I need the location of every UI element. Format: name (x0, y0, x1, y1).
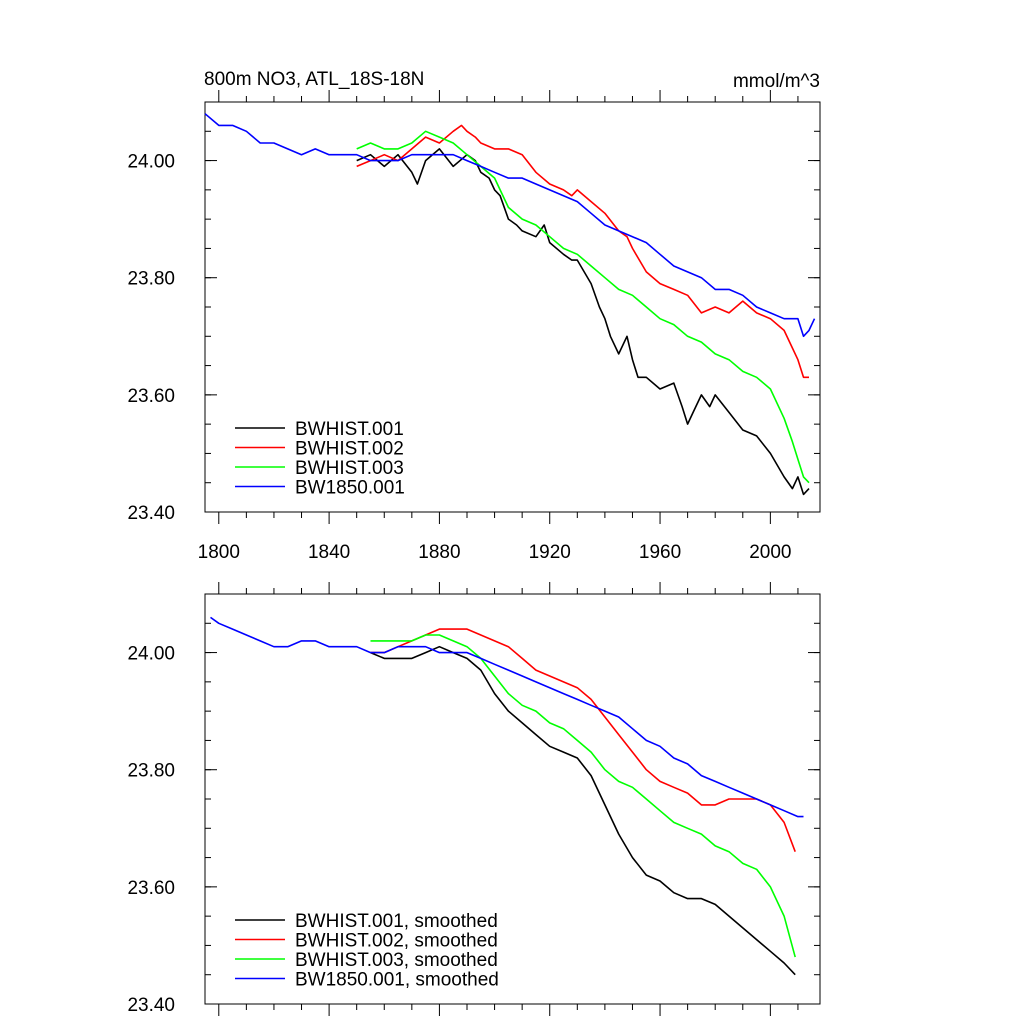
legend-label: BWHIST.003, smoothed (295, 950, 498, 971)
x-tick-label: 1920 (529, 542, 571, 563)
x-tick-label: 1800 (198, 542, 240, 563)
x-tick-label: 2000 (749, 542, 791, 563)
series-line-1 (370, 645, 796, 976)
y-tick-label: 23.80 (127, 761, 175, 782)
x-tick-label: 1880 (418, 542, 460, 563)
series-line-2 (370, 628, 796, 852)
y-tick-label: 24.00 (127, 152, 175, 173)
series-line-1 (356, 148, 810, 496)
legend-label: BWHIST.002, smoothed (295, 931, 498, 952)
legend-label: BWHIST.001 (295, 419, 404, 440)
units-label: mmol/m^3 (733, 71, 820, 92)
y-tick-label: 23.60 (127, 878, 175, 899)
bottom-panel: 23.40 23.60 23.80 24.00 BWHIST.001, smoothed… (127, 582, 821, 1016)
y-tick-label: 23.40 (127, 995, 175, 1016)
y-tick-label: 23.80 (127, 269, 175, 290)
y-tick-label: 23.40 (127, 503, 175, 524)
series-line-4 (210, 616, 804, 818)
y-tick-label: 23.60 (127, 386, 175, 407)
series-line-2 (356, 124, 809, 379)
legend-label: BWHIST.001, smoothed (295, 911, 498, 932)
top-panel: 800m NO3, ATL_18S-18N mmol/m^3 23.40 23.6… (127, 69, 821, 563)
y-tick-label: 24.00 (127, 644, 175, 665)
series-line-4 (204, 113, 816, 338)
legend-label: BW1850.001, smoothed (295, 970, 499, 991)
x-tick-label: 1840 (308, 542, 350, 563)
chart-title: 800m NO3, ATL_18S-18N (204, 69, 424, 90)
legend-label: BWHIST.002 (295, 439, 404, 460)
legend-label: BW1850.001 (295, 478, 405, 499)
series-line-3 (356, 130, 810, 484)
legend-label: BWHIST.003 (295, 458, 404, 479)
series-line-3 (370, 634, 796, 958)
x-tick-label: 1960 (639, 542, 681, 563)
